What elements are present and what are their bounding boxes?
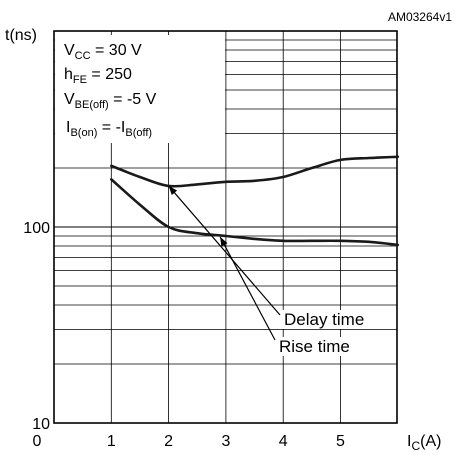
annotation-label-bg — [277, 337, 381, 356]
x-tick-label: 3 — [221, 433, 230, 450]
annotation-layer: Delay time Rise time — [168, 185, 386, 356]
annotation-leader-delay-time — [168, 185, 281, 316]
y-axis-title: t(ns) — [5, 27, 37, 44]
x-tick-label: 2 — [164, 433, 173, 450]
series-line-rise-time — [110, 178, 400, 247]
x-axis-title: IC(A) — [407, 433, 441, 453]
condition-vbe-off: VBE(off) = -5 V — [64, 91, 157, 111]
annotation-leader-rise-time — [219, 236, 276, 341]
conditions-background — [55, 35, 225, 143]
annotation-arrowhead-delay-time — [168, 185, 178, 196]
y-tick-labels: 10 100 — [23, 220, 50, 433]
condition-ib: IB(on) = -IB(off) — [66, 119, 152, 139]
x-tick-label: 0 — [33, 433, 42, 450]
figure-id: AM03264v1 — [388, 10, 452, 24]
x-tick-label: 5 — [336, 433, 345, 450]
annotation-label-bg — [282, 310, 386, 329]
annotation-arrowhead-rise-time — [220, 236, 228, 247]
y-tick-label: 100 — [23, 220, 50, 237]
plot-frame — [53, 30, 398, 424]
annotation-label-rise-time: Rise time — [279, 337, 350, 356]
y-tick-label: 10 — [32, 416, 50, 433]
series-layer — [110, 155, 400, 247]
x-tick-label: 1 — [107, 433, 116, 450]
x-tick-labels: 0 1 2 3 4 5 — [33, 433, 346, 450]
x-tick-label: 4 — [279, 433, 288, 450]
condition-hfe: hFE = 250 — [64, 66, 132, 86]
condition-vcc: VCC = 30 V — [64, 42, 142, 62]
annotation-label-delay-time: Delay time — [284, 310, 364, 329]
series-line-delay-time — [110, 155, 400, 188]
